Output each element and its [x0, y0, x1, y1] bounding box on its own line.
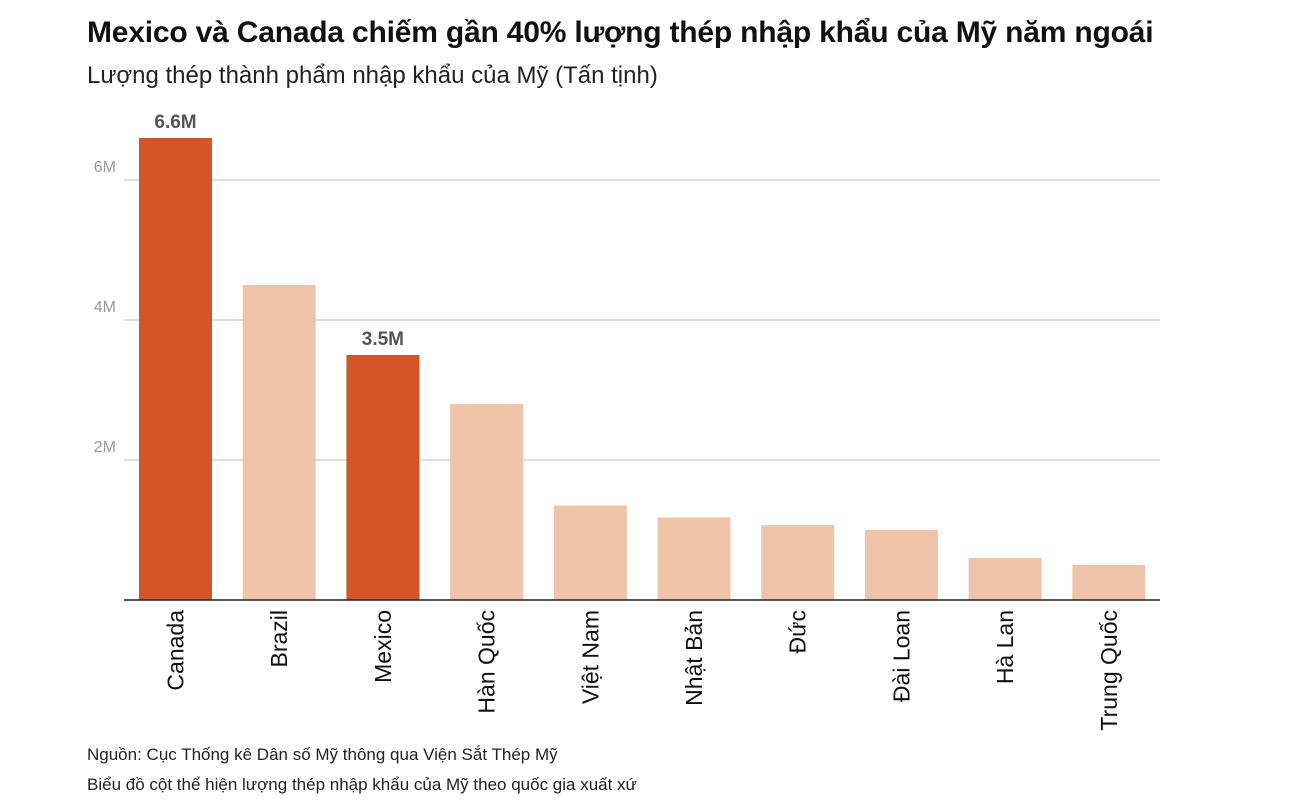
x-tick-label: Nhật Bản [681, 610, 707, 706]
x-tick-label: Việt Nam [577, 610, 603, 704]
bar [450, 404, 524, 600]
bar [553, 505, 627, 600]
source-note: Nguồn: Cục Thống kê Dân số Mỹ thông qua … [87, 745, 558, 764]
bars [139, 138, 1146, 600]
chart-description: Biểu đồ cột thể hiện lượng thép nhập khẩ… [87, 775, 637, 794]
labels: 2M 4M 6M 6.6M Canada Brazil 3.5M Mexico Hàn Quốc… [94, 112, 1122, 731]
data-label: 6.6M [154, 112, 196, 133]
y-tick-label: 4M [94, 299, 116, 316]
bar [1072, 565, 1146, 600]
x-tick-label: Canada [163, 610, 189, 691]
bar [346, 355, 420, 600]
bar [657, 517, 731, 600]
x-tick-label: Trung Quốc [1096, 610, 1122, 731]
bar [968, 558, 1042, 600]
x-tick-label: Hà Lan [992, 610, 1018, 684]
x-tick-label: Đài Loan [888, 610, 914, 702]
x-tick-label: Hàn Quốc [474, 610, 500, 714]
y-tick-label: 2M [94, 439, 116, 456]
bar [864, 530, 938, 600]
chart-title: Mexico và Canada chiếm gần 40% lượng thé… [87, 16, 1154, 49]
bar-chart: 2M 4M 6M 6.6M Canada Brazil 3.5M Mexico Hàn Quốc… [94, 112, 1160, 731]
y-tick-label: 6M [94, 159, 116, 176]
data-label: 3.5M [362, 329, 404, 350]
bar [761, 525, 835, 600]
x-tick-label: Mexico [370, 610, 396, 683]
x-tick-label: Đức [785, 610, 811, 654]
x-tick-label: Brazil [266, 610, 292, 668]
bar [139, 138, 212, 600]
chart-subtitle: Lượng thép thành phẩm nhập khẩu của Mỹ (… [87, 62, 658, 89]
bar [242, 285, 316, 600]
